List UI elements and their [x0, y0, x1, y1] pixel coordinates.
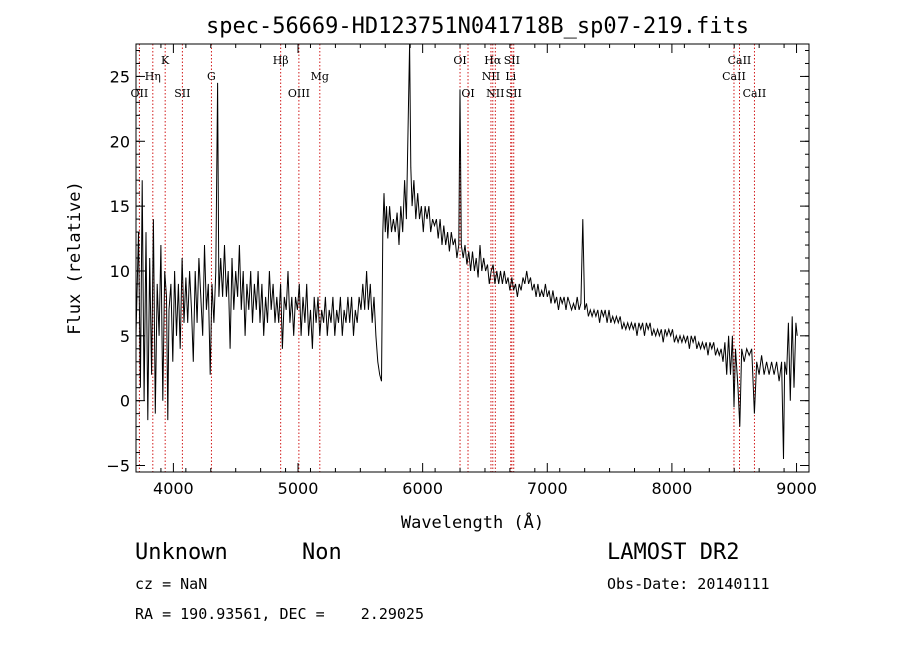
y-tick-label: 0	[120, 392, 130, 411]
line-marker-label: Hβ	[273, 54, 289, 67]
coordinates-text: RA = 190.93561, DEC = 2.29025	[135, 605, 424, 623]
line-marker-label: Hα	[484, 54, 502, 67]
plot-axes	[135, 43, 810, 473]
y-tick-label: −5	[106, 457, 130, 476]
spectrum-line-group	[136, 44, 798, 460]
chart-title: spec-56669-HD123751N041718B_sp07-219.fit…	[206, 14, 749, 39]
line-marker-label: OII	[131, 87, 149, 100]
line-marker-label: NII	[486, 87, 504, 100]
line-marker-label: Li	[505, 70, 516, 83]
x-tick-label: 4000	[153, 479, 194, 498]
y-axis-label: Flux (relative)	[65, 181, 85, 335]
line-marker-label: Hη	[145, 70, 161, 83]
y-tick-label: 5	[120, 327, 130, 346]
x-tick-label: 7000	[527, 479, 568, 498]
x-tick-label: 6000	[402, 479, 443, 498]
y-tick-label: 10	[110, 262, 130, 281]
spectral-subclass-label: Non	[302, 540, 342, 565]
x-axis-label: Wavelength (Å)	[401, 511, 544, 533]
y-tick-label: 15	[110, 197, 130, 216]
line-marker-label: OIII	[288, 87, 310, 100]
redshift-text: cz = NaN	[135, 575, 208, 593]
line-marker-label: OI	[461, 87, 474, 100]
spectrum-line	[136, 44, 798, 460]
line-marker-label: G	[207, 70, 216, 83]
spectral-class-label: Unknown	[135, 540, 228, 565]
line-marker-label: CaII	[722, 70, 746, 83]
observation-date-text: Obs-Date: 20140111	[607, 575, 770, 593]
line-marker-label: SII	[174, 87, 190, 100]
line-marker-label: CaII	[728, 54, 752, 67]
plot-frame	[135, 43, 810, 473]
line-marker-label: Mg	[311, 70, 329, 83]
line-marker-label: K	[161, 54, 170, 67]
x-tick-label: 8000	[652, 479, 693, 498]
y-tick-label: 20	[110, 132, 130, 151]
line-marker-label: SII	[504, 54, 520, 67]
line-marker-label: NII	[482, 70, 500, 83]
y-tick-label: 25	[110, 67, 130, 86]
x-tick-label: 5000	[278, 479, 319, 498]
axis-ticks	[135, 44, 810, 472]
line-marker-label: OI	[453, 54, 466, 67]
line-marker-label: CaII	[743, 87, 767, 100]
x-tick-label: 9000	[776, 479, 817, 498]
text-labels: OIIHηKSIIGHβOIIIMgOIOINIIHαNIILiSIISIICa…	[65, 14, 817, 533]
line-marker-label: SII	[506, 87, 522, 100]
survey-label: LAMOST DR2	[607, 540, 740, 565]
